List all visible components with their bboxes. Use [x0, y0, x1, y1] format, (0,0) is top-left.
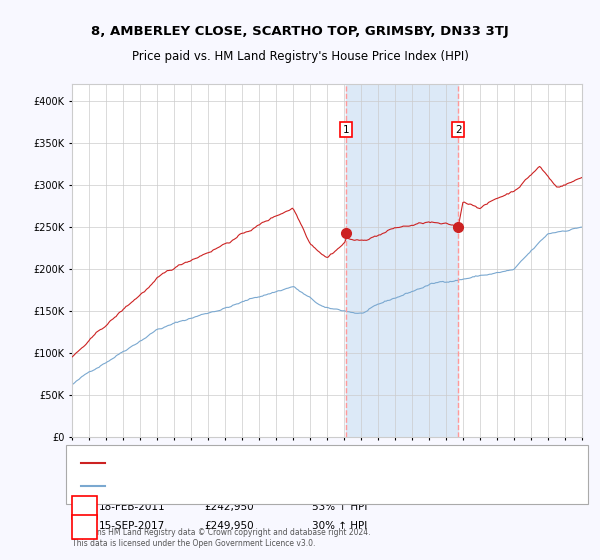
Text: 18-FEB-2011: 18-FEB-2011 [99, 502, 166, 512]
Text: 15-SEP-2017: 15-SEP-2017 [99, 521, 165, 531]
Text: 8, AMBERLEY CLOSE, SCARTHO TOP, GRIMSBY, DN33 3TJ (detached house): 8, AMBERLEY CLOSE, SCARTHO TOP, GRIMSBY,… [110, 456, 476, 466]
Text: Contains HM Land Registry data © Crown copyright and database right 2024.
This d: Contains HM Land Registry data © Crown c… [72, 528, 371, 548]
Text: 1: 1 [82, 502, 88, 512]
Text: HPI: Average price, detached house, North East Lincolnshire: HPI: Average price, detached house, Nort… [110, 478, 404, 488]
Text: 30% ↑ HPI: 30% ↑ HPI [312, 521, 367, 531]
Text: 8, AMBERLEY CLOSE, SCARTHO TOP, GRIMSBY, DN33 3TJ: 8, AMBERLEY CLOSE, SCARTHO TOP, GRIMSBY,… [91, 25, 509, 38]
Text: Price paid vs. HM Land Registry's House Price Index (HPI): Price paid vs. HM Land Registry's House … [131, 50, 469, 63]
Text: £242,950: £242,950 [204, 502, 254, 512]
Text: 53% ↑ HPI: 53% ↑ HPI [312, 502, 367, 512]
Text: 1: 1 [343, 125, 350, 135]
Text: 2: 2 [455, 125, 461, 135]
Text: 2: 2 [82, 521, 88, 531]
Bar [346, 84, 458, 437]
Text: £249,950: £249,950 [204, 521, 254, 531]
